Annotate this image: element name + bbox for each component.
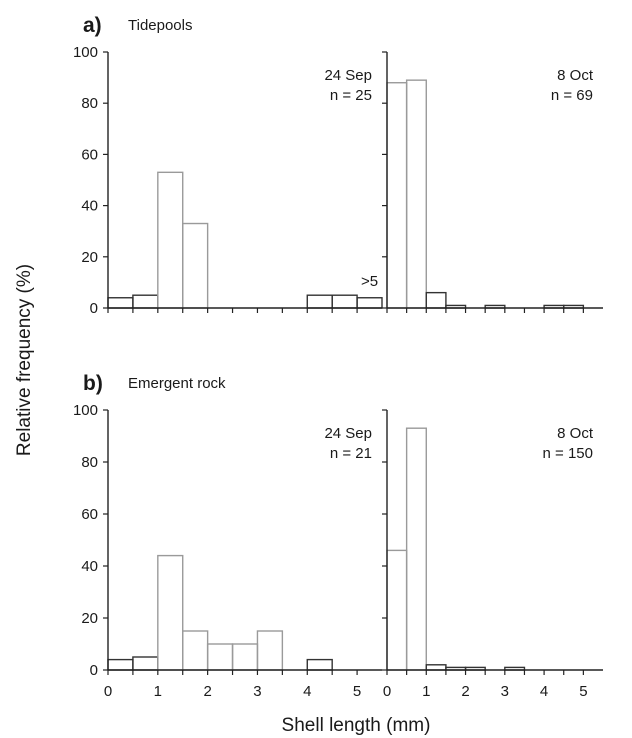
y-tick-label: 60 (81, 506, 98, 523)
bar (132, 656, 159, 671)
y-axis-title: Relative frequency (%) (14, 264, 35, 456)
panel-letter: b) (83, 372, 103, 395)
panel-1: 0 20 40 60 80 100 24 Sep n = 25 a) Tidepools >5 (73, 14, 383, 317)
y-tick-label: 40 (81, 558, 98, 575)
panel-date: 24 Sep (324, 425, 372, 442)
y-tick-label: 40 (81, 198, 98, 215)
bar (386, 549, 408, 671)
bar-annotation: >5 (361, 273, 378, 290)
y-tick-label: 80 (81, 454, 98, 471)
bar (306, 658, 333, 671)
panel-3: 0 20 40 60 80 100 0 1 2 3 4 5 24 Sep n = 21 b) Emergent… (73, 372, 382, 700)
bar (306, 294, 333, 309)
bar (256, 630, 284, 671)
x-tick-label: 4 (303, 683, 311, 700)
bar (331, 294, 358, 309)
panel-4: 0 1 2 3 4 5 8 Oct n = 150 (382, 409, 603, 700)
panel-title: Emergent rock (128, 375, 226, 392)
panel-date: 8 Oct (557, 425, 594, 442)
bar (157, 554, 184, 671)
bar (386, 82, 408, 309)
x-tick-label: 5 (579, 683, 587, 700)
panel-letter: a) (83, 14, 102, 37)
bar (107, 658, 134, 671)
x-tick-label: 2 (203, 683, 211, 700)
panel-n: n = 21 (330, 445, 372, 462)
bar (405, 427, 427, 671)
y-tick-label: 80 (81, 95, 98, 112)
y-tick-label: 100 (73, 402, 98, 419)
panel-2: 8 Oct n = 69 (382, 51, 603, 313)
y-tick-label: 20 (81, 610, 98, 627)
bar (425, 291, 447, 309)
x-axis-title: Shell length (mm) (282, 715, 431, 736)
x-tick-label: 0 (104, 683, 112, 700)
bar (206, 643, 234, 671)
y-tick-label: 20 (81, 249, 98, 266)
x-tick-label: 1 (422, 683, 430, 700)
panel-n: n = 25 (330, 87, 372, 104)
panel-title: Tidepools (128, 17, 192, 34)
y-tick-label: 100 (73, 44, 98, 61)
panel-date: 8 Oct (557, 67, 594, 84)
panel-date: 24 Sep (324, 67, 372, 84)
x-tick-label: 3 (253, 683, 261, 700)
bar (132, 294, 159, 309)
x-tick-label: 0 (383, 683, 391, 700)
bar (356, 297, 383, 309)
bar (182, 630, 209, 671)
bar (425, 664, 447, 671)
bar (182, 222, 209, 309)
bar (231, 643, 259, 671)
y-tick-label: 0 (90, 662, 98, 679)
x-tick-label: 1 (154, 683, 162, 700)
bar (107, 297, 134, 309)
panel-n: n = 150 (543, 445, 593, 462)
x-tick-label: 3 (501, 683, 509, 700)
x-tick-label: 5 (353, 683, 361, 700)
y-tick-label: 60 (81, 146, 98, 163)
panel-n: n = 69 (551, 87, 593, 104)
bar (405, 79, 427, 309)
x-tick-label: 4 (540, 683, 548, 700)
bar (157, 171, 184, 309)
x-tick-label: 2 (461, 683, 469, 700)
y-tick-label: 0 (90, 300, 98, 317)
